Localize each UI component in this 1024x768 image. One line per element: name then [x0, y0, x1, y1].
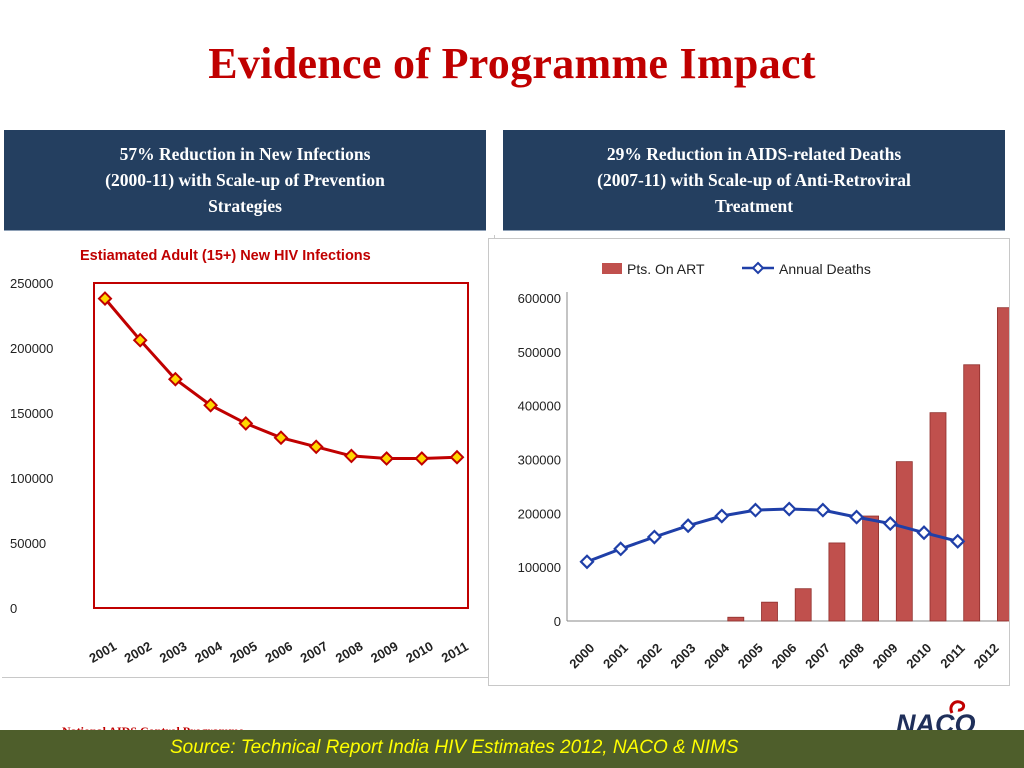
chart1-x-tick: 2001 [86, 638, 119, 665]
chart2-deaths-point [613, 541, 629, 557]
chart2-art-bar [895, 461, 913, 622]
right-heading-line-2: (2007-11) with Scale-up of Anti-Retrovir… [597, 170, 911, 190]
chart2-x-tick: 2012 [971, 640, 1002, 671]
chart2-y-tick: 100000 [518, 560, 561, 575]
chart1-y-tick: 250000 [10, 276, 53, 291]
chart1-data-point [379, 451, 395, 466]
chart2-x-tick: 2007 [802, 640, 833, 671]
chart2-x-tick: 2002 [634, 640, 665, 671]
chart2-deaths-point [781, 501, 797, 517]
chart1-x-tick: 2003 [157, 638, 190, 665]
chart2-deaths-point [680, 518, 696, 534]
chart1-data-point [449, 449, 465, 465]
art-deaths-chart: Pts. On ART Annual Deaths 0 100000 200000 300… [488, 238, 1010, 686]
chart2-art-bar [929, 412, 947, 622]
left-heading-line-2: (2000-11) with Scale-up of Prevention [105, 170, 385, 190]
chart2-x-tick: 2003 [667, 640, 698, 671]
chart2-art-bar [828, 542, 846, 622]
chart2-art-bar [794, 588, 812, 622]
chart1-title: Estiamated Adult (15+) New HIV Infection… [80, 248, 371, 264]
chart1-data-point [167, 371, 183, 387]
chart2-x-tick: 2004 [701, 640, 733, 672]
chart2-deaths-point [714, 508, 730, 524]
chart1-x-tick: 2002 [122, 638, 155, 665]
chart2-x-tick: 2010 [903, 640, 934, 671]
legend-deaths-label: Annual Deaths [779, 261, 871, 277]
chart1-data-point [414, 451, 430, 466]
chart2-legend: Pts. On ART Annual Deaths [602, 261, 871, 277]
footer-source: Source: Technical Report India HIV Estim… [170, 737, 739, 758]
chart1-y-tick: 100000 [10, 471, 53, 486]
chart2-y-tick: 0 [554, 614, 561, 629]
chart2-x-tick: 2008 [836, 640, 867, 671]
chart2-x-tick: 2011 [937, 641, 968, 672]
chart2-y-tick: 600000 [518, 291, 561, 306]
art-deaths-chart-svg: Pts. On ART Annual Deaths 0 100000 200000 300… [518, 261, 1009, 672]
chart2-y-tick: 500000 [518, 345, 561, 360]
chart1-data-point [97, 291, 113, 307]
chart1-x-tick: 2004 [192, 638, 225, 666]
chart2-x-tick: 2001 [600, 640, 631, 671]
new-infections-chart-svg: Estiamated Adult (15+) New HIV Infection… [10, 248, 471, 666]
chart2-deaths-point [646, 529, 662, 545]
chart1-x-tick: 2007 [298, 638, 331, 665]
chart1-data-point [238, 415, 254, 431]
chart1-data-point [273, 430, 289, 446]
chart2-deaths-point [882, 516, 898, 532]
left-heading-line-3: Strategies [208, 196, 282, 216]
chart1-x-tick: 2011 [439, 639, 471, 666]
chart2-y-tick: 300000 [518, 453, 561, 468]
chart2-deaths-point [815, 502, 831, 518]
chart1-x-tick: 2006 [262, 638, 295, 665]
chart2-x-tick: 2000 [566, 640, 597, 671]
legend-art-label: Pts. On ART [627, 261, 705, 277]
page-title: Evidence of Programme Impact [208, 39, 816, 88]
chart1-data-point [203, 397, 219, 413]
left-heading-line-1: 57% Reduction in New Infections [119, 144, 371, 164]
right-panel-heading: 29% Reduction in AIDS-related Deaths (20… [503, 130, 1005, 231]
chart2-deaths-point [916, 525, 932, 541]
chart2-art-bar [761, 601, 778, 622]
chart2-x-tick: 2009 [870, 640, 901, 671]
chart1-x-tick: 2010 [403, 638, 436, 665]
right-heading-line-3: Treatment [714, 196, 794, 216]
chart1-y-tick: 50000 [10, 536, 46, 551]
chart2-x-tick: 2005 [735, 640, 766, 671]
chart1-x-tick: 2008 [333, 638, 366, 665]
chart1-y-tick: 150000 [10, 406, 53, 421]
chart2-art-bar [862, 515, 880, 622]
left-panel-heading: 57% Reduction in New Infections (2000-11… [4, 130, 486, 231]
chart2-x-tick: 2006 [768, 640, 799, 671]
chart2-art-bar [996, 307, 1009, 622]
chart2-art-bar [963, 364, 981, 622]
chart2-deaths-point [950, 533, 966, 549]
chart1-x-tick: 2009 [368, 638, 401, 665]
chart2-deaths-point [747, 502, 764, 518]
chart1-data-point [343, 448, 359, 464]
chart1-data-point [132, 332, 148, 348]
chart2-deaths-point [579, 554, 595, 570]
chart1-y-tick: 200000 [10, 341, 53, 356]
legend-bar-swatch [602, 263, 622, 274]
chart2-deaths-point [849, 509, 865, 525]
chart1-plot-frame [93, 282, 469, 609]
new-infections-chart: Estiamated Adult (15+) New HIV Infection… [2, 235, 495, 678]
chart2-y-tick: 400000 [518, 399, 561, 414]
chart2-y-tick: 200000 [518, 506, 561, 521]
right-heading-line-1: 29% Reduction in AIDS-related Deaths [606, 144, 902, 164]
chart2-art-bar [727, 616, 745, 622]
chart1-x-tick: 2005 [227, 638, 260, 665]
footer-bar [0, 730, 1024, 768]
chart1-y-tick: 0 [10, 601, 17, 616]
chart1-data-point [308, 439, 324, 455]
legend-line-marker [751, 261, 765, 275]
